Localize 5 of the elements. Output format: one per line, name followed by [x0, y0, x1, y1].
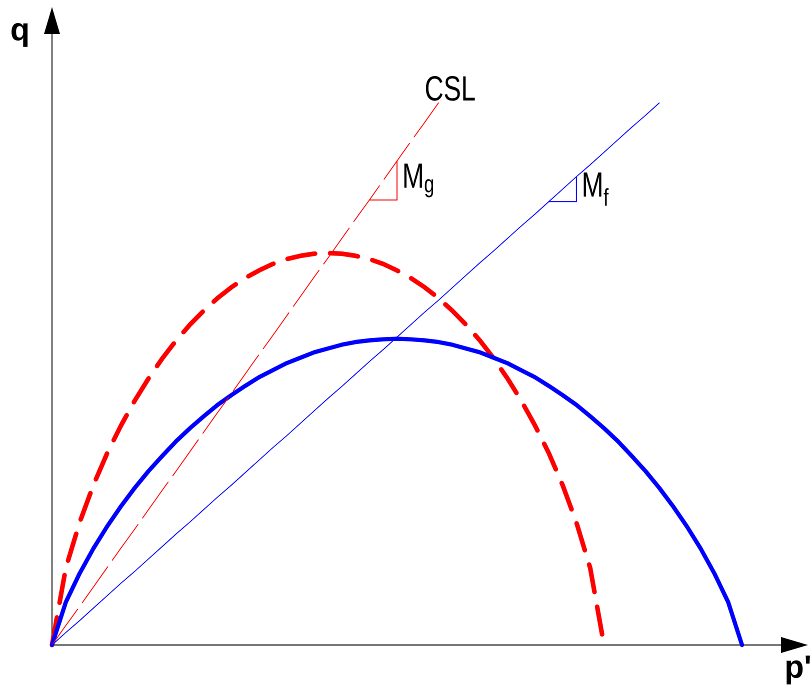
x-axis-title: p' — [786, 656, 810, 684]
annotation: M$_{g}$ — [404, 164, 434, 198]
annotation: M$_{f}$ — [584, 172, 609, 206]
y-axis-title: q — [12, 23, 28, 47]
series-label: CSL — [426, 76, 475, 101]
